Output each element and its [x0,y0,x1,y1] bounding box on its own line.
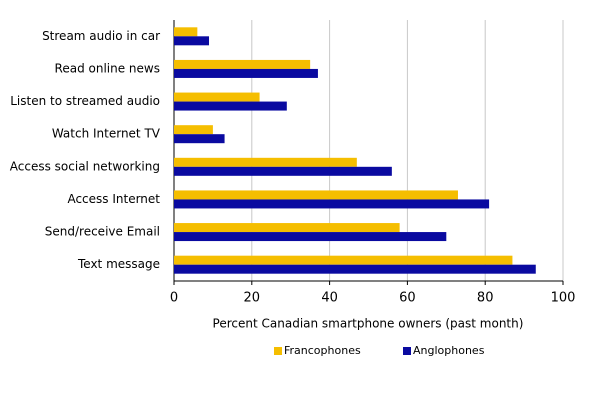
bar [174,125,213,135]
bar [174,68,318,78]
bar [174,232,447,242]
x-tick-label: 20 [244,291,261,306]
bar [174,134,225,144]
bar [174,199,490,209]
bar [174,27,198,37]
bar [174,190,458,200]
y-tick-label: Send/receive Email [45,225,160,239]
y-tick-label: Text message [77,257,160,271]
legend-swatch [274,347,282,355]
bar [174,157,357,167]
y-tick-label: Stream audio in car [42,29,160,43]
legend-label: Francophones [284,344,361,357]
bar [174,166,392,176]
x-tick-label: 100 [551,291,576,306]
y-tick-label: Access social networking [10,159,160,173]
y-tick-label: Access Internet [67,192,160,206]
bar [174,223,400,233]
x-tick-label: 40 [321,291,338,306]
y-tick-label: Listen to streamed audio [10,94,160,108]
x-tick-label: 0 [170,291,178,306]
legend-swatch [403,347,411,355]
bar [174,264,536,274]
x-tick-label: 60 [399,291,416,306]
bar [174,36,210,46]
x-axis-label: Percent Canadian smartphone owners (past… [213,317,524,331]
bar [174,255,513,265]
y-tick-label: Read online news [55,61,160,75]
bar [174,92,260,102]
x-tick-label: 80 [477,291,494,306]
y-tick-label: Watch Internet TV [52,127,161,141]
bar [174,101,287,111]
legend-label: Anglophones [413,344,485,357]
bar [174,59,311,69]
